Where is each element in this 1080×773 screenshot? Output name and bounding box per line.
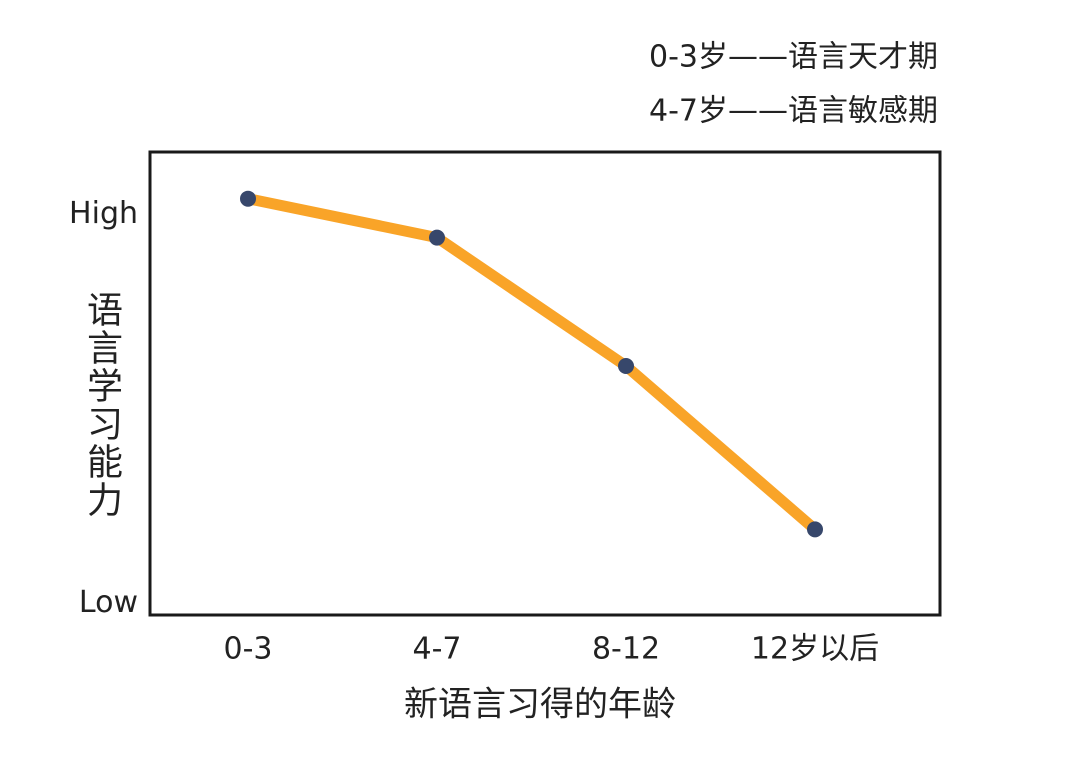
line [246, 193, 819, 534]
x-tick-label: 4-7 [413, 632, 462, 667]
annotation: 0-3岁——语言天才期 [649, 40, 938, 75]
x-tick-label: 8-12 [592, 632, 660, 667]
plot-frame [148, 150, 942, 617]
point [429, 229, 445, 246]
x-tick-label: 12岁以后 [751, 632, 879, 667]
point [618, 357, 634, 374]
y-tick-label: Low [79, 585, 138, 620]
x-axis-label: 新语言习得的年龄 [404, 685, 676, 725]
y-tick-label: High [69, 196, 138, 231]
x-tick-label: 0-3 [224, 632, 273, 667]
y-axis-label: 语言学习能力 [81, 291, 122, 519]
annotation: 4-7岁——语言敏感期 [649, 94, 938, 129]
point [240, 190, 256, 207]
point [807, 521, 823, 538]
